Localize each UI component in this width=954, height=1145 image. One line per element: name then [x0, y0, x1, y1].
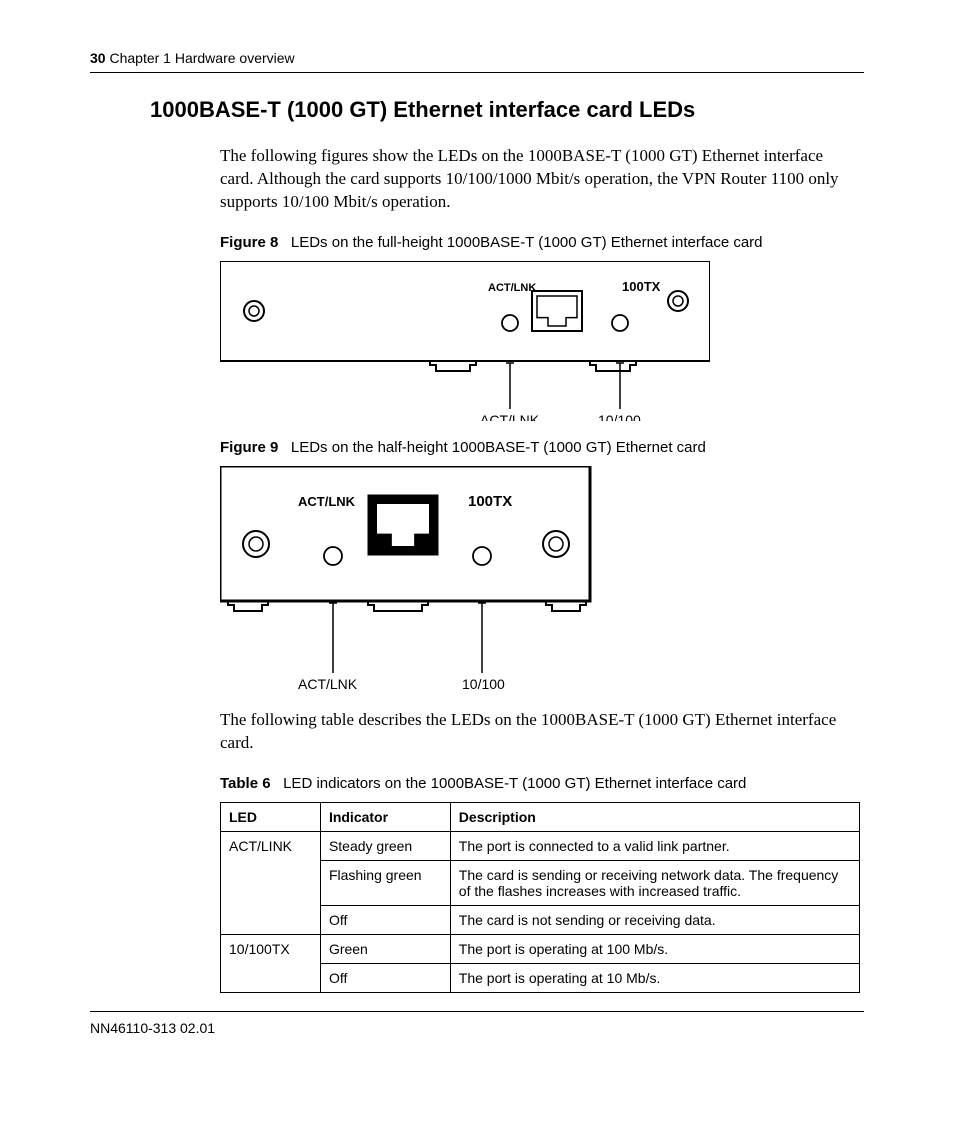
indicator-cell: Green [320, 934, 450, 963]
indicator-cell: Flashing green [320, 860, 450, 905]
page: 30 Chapter 1 Hardware overview 1000BASE-… [0, 0, 954, 1145]
header-rule [90, 72, 864, 73]
svg-text:ACT/LNK: ACT/LNK [480, 412, 540, 421]
figure8-svg: ACT/LNK 100TX ACT/LNK 10/100 [220, 261, 710, 421]
table-row: 10/100TXGreenThe port is operating at 10… [221, 934, 860, 963]
figure9-caption: Figure 9 LEDs on the half-height 1000BAS… [220, 439, 854, 456]
svg-text:ACT/LNK: ACT/LNK [298, 676, 358, 691]
table-header: LED [221, 802, 321, 831]
svg-text:100TX: 100TX [468, 493, 512, 510]
svg-text:ACT/LNK: ACT/LNK [298, 494, 356, 509]
table-row: ACT/LINKSteady greenThe port is connecte… [221, 831, 860, 860]
table6-lead: Table 6 [220, 775, 271, 792]
body-column: The following figures show the LEDs on t… [220, 145, 854, 993]
figure9-diagram: ACT/LNK 100TX ACT/LNK 10/100 [220, 466, 854, 691]
description-cell: The port is operating at 10 Mb/s. [450, 963, 859, 992]
description-cell: The port is connected to a valid link pa… [450, 831, 859, 860]
svg-text:10/100: 10/100 [462, 676, 505, 691]
indicator-cell: Off [320, 905, 450, 934]
table-header: Indicator [320, 802, 450, 831]
mid-paragraph: The following table describes the LEDs o… [220, 709, 854, 755]
footer-rule [90, 1011, 864, 1012]
svg-text:10/100: 10/100 [598, 412, 641, 421]
section-heading: 1000BASE-T (1000 GT) Ethernet interface … [150, 97, 864, 123]
table6-text: LED indicators on the 1000BASE-T (1000 G… [283, 775, 746, 792]
figure9-text: LEDs on the half-height 1000BASE-T (1000… [291, 439, 706, 456]
figure8-diagram: ACT/LNK 100TX ACT/LNK 10/100 [220, 261, 854, 421]
svg-text:100TX: 100TX [622, 279, 661, 294]
indicator-cell: Steady green [320, 831, 450, 860]
figure9-lead: Figure 9 [220, 439, 278, 456]
running-header: 30 Chapter 1 Hardware overview [90, 50, 864, 66]
led-cell: 10/100TX [221, 934, 321, 992]
description-cell: The port is operating at 100 Mb/s. [450, 934, 859, 963]
led-cell: ACT/LINK [221, 831, 321, 934]
footer-text: NN46110-313 02.01 [90, 1020, 864, 1036]
intro-paragraph: The following figures show the LEDs on t… [220, 145, 854, 214]
led-table: LEDIndicatorDescriptionACT/LINKSteady gr… [220, 802, 860, 993]
svg-text:ACT/LNK: ACT/LNK [488, 282, 536, 294]
figure9-svg: ACT/LNK 100TX ACT/LNK 10/100 [220, 466, 630, 691]
figure8-caption: Figure 8 LEDs on the full-height 1000BAS… [220, 234, 854, 251]
description-cell: The card is not sending or receiving dat… [450, 905, 859, 934]
table6-caption: Table 6 LED indicators on the 1000BASE-T… [220, 775, 854, 792]
description-cell: The card is sending or receiving network… [450, 860, 859, 905]
page-number: 30 [90, 50, 106, 66]
figure8-lead: Figure 8 [220, 234, 278, 251]
chapter-title: Chapter 1 Hardware overview [109, 50, 294, 66]
figure8-text: LEDs on the full-height 1000BASE-T (1000… [291, 234, 763, 251]
table-header: Description [450, 802, 859, 831]
indicator-cell: Off [320, 963, 450, 992]
